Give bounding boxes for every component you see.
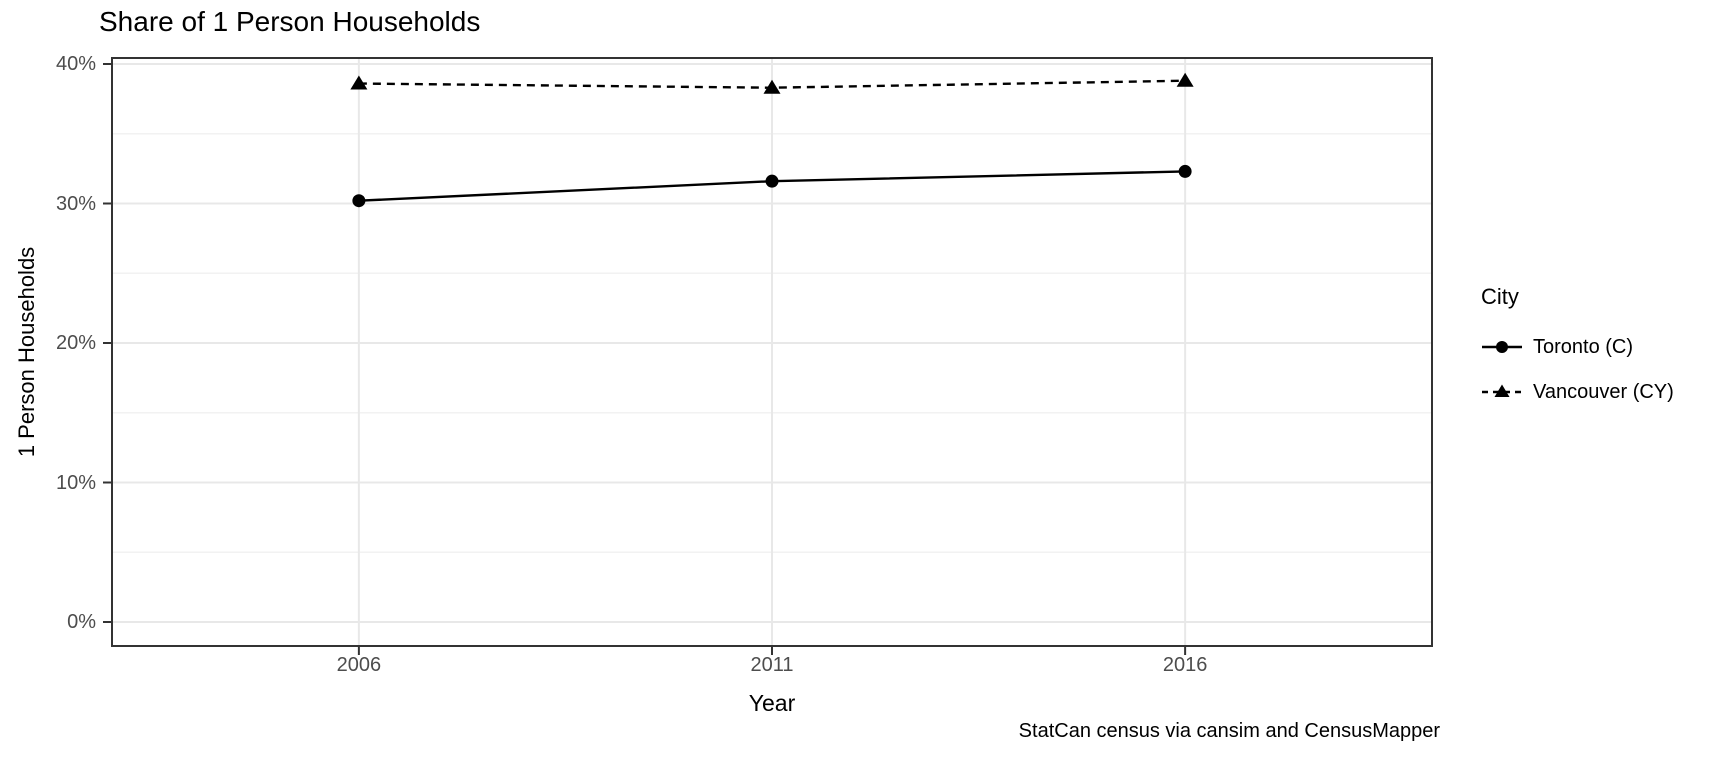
data-point-triangle (763, 79, 781, 94)
data-point-circle (765, 174, 779, 188)
legend-entry-label: Vancouver (CY) (1533, 380, 1674, 403)
y-tick-label: 20% (55, 332, 96, 354)
x-axis-title: Year (748, 690, 796, 716)
panel-border (111, 57, 1433, 647)
chart-title: Share of 1 Person Households (99, 6, 481, 37)
plot-panel (103, 57, 1433, 655)
data-point-triangle (1176, 72, 1194, 87)
x-tick-label: 2016 (1162, 654, 1208, 676)
legend-key-triangle-icon (1482, 384, 1522, 397)
caption: StatCan census via cansim and CensusMapp… (1018, 720, 1440, 742)
data-point-circle (1178, 164, 1192, 178)
x-tick-label: 2006 (336, 654, 382, 676)
y-tick-label: 30% (55, 192, 96, 215)
data-point-triangle (350, 75, 368, 90)
y-tick-label: 40% (55, 53, 96, 75)
x-tick-label: 2011 (750, 654, 794, 676)
legend-title: City (1481, 284, 1519, 309)
legend: City Toronto (C) Vancouver (CY) (1481, 284, 1674, 424)
legend-entries: Toronto (C) Vancouver (CY) (1481, 334, 1674, 405)
legend-entry-label: Toronto (C) (1533, 335, 1634, 358)
legend-entry: Toronto (C) (1481, 334, 1674, 360)
y-tick-label: 10% (55, 471, 96, 494)
y-tick-label: 0% (67, 611, 96, 633)
legend-entry: Vancouver (CY) (1481, 379, 1674, 405)
data-point-circle (352, 194, 366, 208)
legend-key-circle-icon (1482, 341, 1522, 353)
